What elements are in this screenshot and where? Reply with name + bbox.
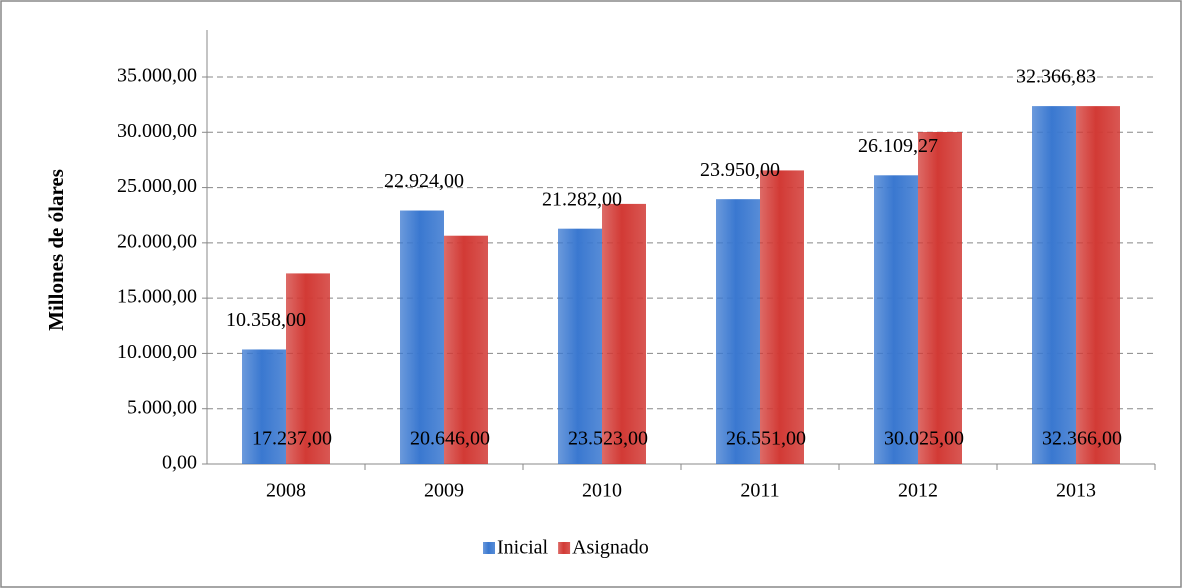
bar xyxy=(400,210,444,464)
legend-swatch xyxy=(558,542,571,554)
bar xyxy=(242,349,286,464)
legend-swatch xyxy=(483,542,495,554)
y-tick-label: 25.000,00 xyxy=(117,175,197,197)
bar xyxy=(716,199,760,464)
bar xyxy=(1076,106,1120,464)
y-tick-label: 15.000,00 xyxy=(117,286,197,308)
y-tick-label: 5.000,00 xyxy=(127,396,197,418)
x-tick-label: 2011 xyxy=(740,480,779,502)
bar xyxy=(444,235,488,464)
data-label: 26.551,00 xyxy=(726,428,806,450)
data-label: 23.950,00 xyxy=(700,159,780,181)
x-tick-label: 2009 xyxy=(424,480,464,502)
bar xyxy=(602,203,646,464)
y-tick-label: 0,00 xyxy=(162,452,197,474)
data-label: 30.025,00 xyxy=(884,428,964,450)
data-label: 26.109,27 xyxy=(858,135,938,157)
legend-label: Asignado xyxy=(572,537,649,559)
legend-label: Inicial xyxy=(497,537,549,559)
x-tick-label: 2012 xyxy=(898,480,938,502)
data-label: 17.237,00 xyxy=(252,428,332,450)
data-label: 23.523,00 xyxy=(568,428,648,450)
data-label: 20.646,00 xyxy=(410,428,490,450)
y-tick-label: 30.000,00 xyxy=(117,120,197,142)
bar xyxy=(286,273,330,464)
data-label: 32.366,83 xyxy=(1016,66,1096,88)
bar xyxy=(874,175,918,464)
y-axis-label: Millones de ólares xyxy=(44,169,68,331)
x-tick-label: 2010 xyxy=(582,480,622,502)
data-label: 10.358,00 xyxy=(226,309,306,331)
x-tick-label: 2013 xyxy=(1056,480,1096,502)
data-label: 21.282,00 xyxy=(542,188,622,210)
data-label: 32.366,00 xyxy=(1042,428,1122,450)
bar xyxy=(760,170,804,464)
y-tick-label: 35.000,00 xyxy=(117,65,197,87)
bar xyxy=(558,228,602,464)
x-tick-label: 2008 xyxy=(266,480,306,502)
data-label: 22.924,00 xyxy=(384,170,464,192)
bar xyxy=(1032,106,1076,465)
y-tick-label: 10.000,00 xyxy=(117,341,197,363)
bar xyxy=(918,132,962,464)
y-tick-label: 20.000,00 xyxy=(117,230,197,252)
